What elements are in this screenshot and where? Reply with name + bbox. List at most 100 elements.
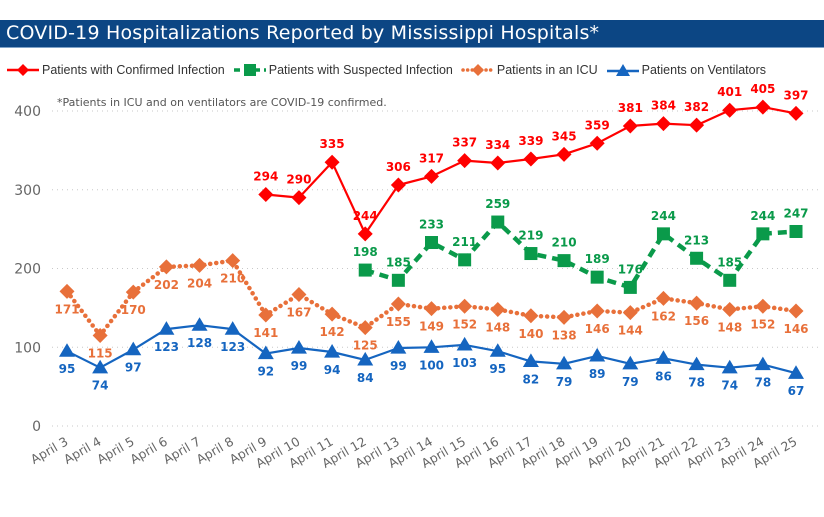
data-point-icu [722, 301, 738, 317]
data-label-ventilators: 94 [324, 363, 341, 377]
data-label-ventilators: 99 [390, 359, 407, 373]
data-label-confirmed: 294 [253, 169, 278, 183]
data-point-icu [788, 303, 804, 319]
data-label-suspected: 210 [552, 236, 577, 250]
data-point-suspected [425, 236, 438, 250]
data-label-icu: 155 [386, 315, 411, 329]
data-point-ventilators [125, 341, 142, 356]
data-point-ventilators [290, 340, 307, 354]
data-point-suspected [491, 215, 505, 229]
data-label-icu: 167 [286, 305, 311, 319]
data-label-suspected: 247 [783, 206, 808, 220]
data-point-ventilators [191, 317, 208, 331]
data-point-ventilators [158, 321, 175, 335]
data-point-icu [92, 327, 108, 343]
data-point-ventilators [655, 350, 672, 364]
data-label-ventilators: 82 [523, 372, 540, 386]
data-point-ventilators [423, 339, 440, 353]
data-label-icu: 148 [485, 320, 510, 334]
data-label-icu: 138 [552, 328, 577, 342]
data-label-ventilators: 74 [721, 379, 738, 393]
data-label-suspected: 185 [717, 255, 742, 269]
data-label-icu: 146 [783, 322, 808, 336]
data-point-icu [324, 306, 340, 322]
data-label-ventilators: 100 [419, 358, 444, 372]
data-label-ventilators: 78 [755, 376, 772, 390]
data-point-confirmed [689, 117, 705, 133]
data-point-confirmed [788, 105, 804, 121]
data-point-icu [655, 290, 671, 306]
data-point-icu [59, 283, 75, 299]
data-point-icu [192, 257, 208, 273]
data-point-icu [556, 309, 572, 325]
data-label-suspected: 244 [651, 209, 676, 223]
legend-label-confirmed: Patients with Confirmed Infection [42, 63, 225, 77]
data-label-suspected: 211 [452, 235, 477, 249]
data-label-ventilators: 84 [357, 371, 374, 385]
data-label-icu: 210 [220, 272, 245, 286]
data-point-suspected [590, 270, 604, 284]
data-point-icu [755, 298, 771, 314]
data-point-ventilators [324, 343, 341, 358]
data-label-confirmed: 381 [618, 101, 643, 115]
data-label-ventilators: 79 [622, 375, 639, 389]
data-label-ventilators: 67 [788, 384, 805, 398]
data-label-icu: 152 [750, 317, 775, 331]
x-tick-label: April 7 [160, 434, 203, 467]
data-point-ventilators [224, 321, 241, 335]
y-tick-label: 200 [14, 262, 41, 278]
data-point-ventilators [390, 340, 407, 354]
data-point-suspected [557, 254, 571, 268]
legend-item-ventilators: Patients on Ventilators [606, 63, 770, 77]
data-label-icu: 148 [717, 320, 742, 334]
legend-item-confirmed: Patients with Confirmed Infection [6, 63, 229, 77]
y-axis: 0 100 200 300 400 [14, 104, 41, 435]
data-point-suspected [358, 263, 372, 277]
data-point-ventilators [92, 359, 109, 374]
data-point-icu [523, 308, 539, 324]
data-point-ventilators [688, 356, 705, 371]
data-point-icu [125, 284, 141, 300]
data-label-ventilators: 123 [154, 340, 179, 354]
legend-label-suspected: Patients with Suspected Infection [268, 63, 453, 77]
data-point-confirmed [589, 135, 605, 151]
data-point-ventilators [788, 365, 804, 379]
data-point-ventilators [754, 356, 771, 371]
data-label-suspected: 233 [419, 218, 444, 232]
data-point-confirmed [324, 154, 340, 170]
data-point-confirmed [424, 168, 439, 184]
data-label-confirmed: 382 [684, 100, 709, 114]
data-label-icu: 156 [684, 314, 709, 328]
data-label-ventilators: 95 [489, 362, 506, 376]
data-label-confirmed: 397 [783, 88, 808, 102]
data-point-confirmed [490, 155, 506, 171]
series-icu [59, 253, 804, 343]
series-suspected [358, 215, 803, 294]
data-point-confirmed [655, 116, 671, 132]
data-point-suspected [756, 227, 770, 241]
data-point-confirmed [523, 151, 539, 167]
data-label-confirmed: 337 [452, 136, 477, 150]
data-point-ventilators [257, 345, 274, 360]
data-label-icu: 142 [320, 325, 345, 339]
data-point-ventilators [59, 343, 75, 357]
data-label-ventilators: 103 [452, 356, 477, 370]
legend-label-icu: Patients in an ICU [496, 63, 598, 77]
data-point-confirmed [390, 177, 406, 193]
data-label-confirmed: 306 [386, 160, 411, 174]
data-point-icu [490, 301, 506, 317]
data-label-ventilators: 78 [688, 376, 705, 390]
legend-label-ventilators: Patients on Ventilators [641, 63, 767, 77]
x-tick-label: April 4 [61, 434, 104, 467]
y-tick-label: 400 [14, 104, 41, 120]
data-label-suspected: 213 [684, 233, 709, 247]
data-label-icu: 146 [585, 322, 610, 336]
data-label-confirmed: 384 [651, 99, 676, 113]
legend-marker-confirmed-icon [7, 64, 39, 76]
data-point-icu [689, 295, 705, 311]
x-tick-label: April 8 [194, 434, 237, 467]
data-label-icu: 141 [253, 326, 278, 340]
data-label-confirmed: 339 [518, 134, 543, 148]
data-point-icu [291, 286, 307, 302]
